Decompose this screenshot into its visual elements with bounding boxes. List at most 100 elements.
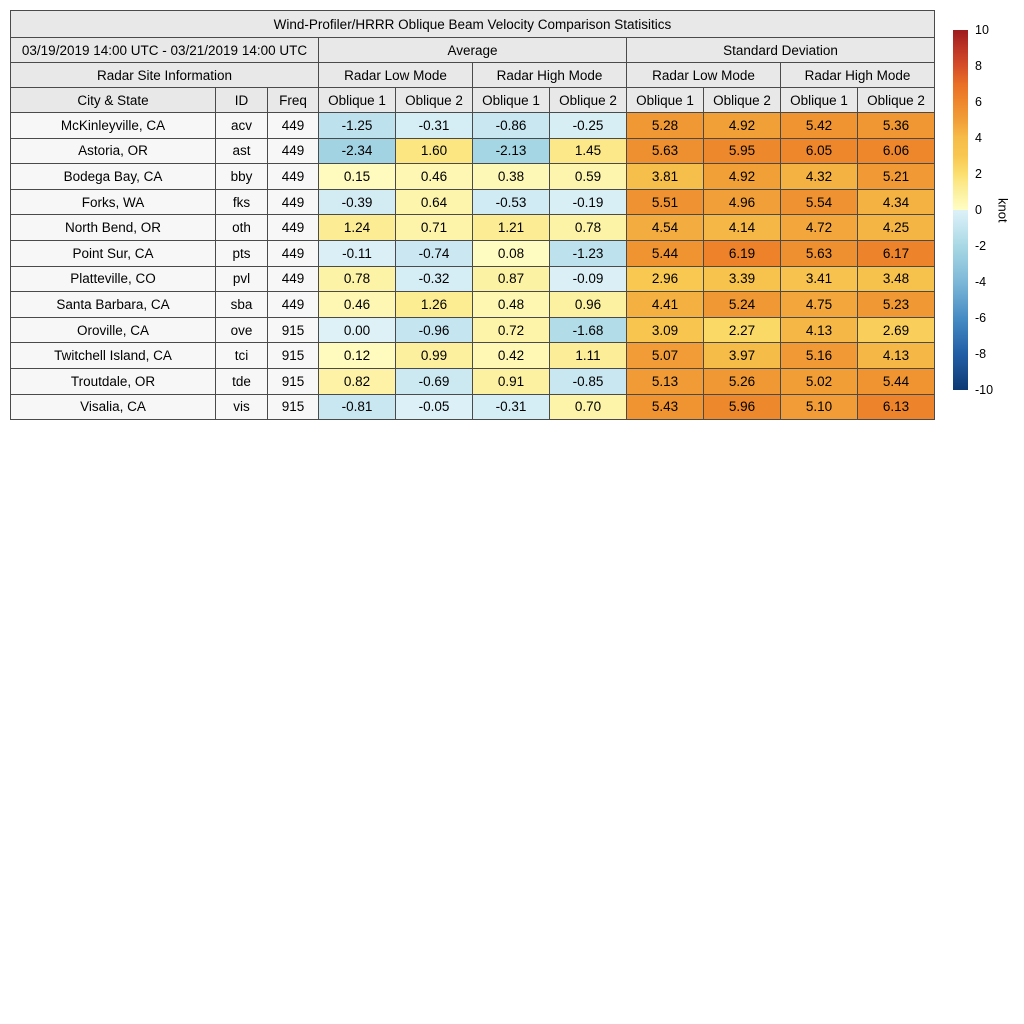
colorbar-tick-label: -8 — [975, 347, 987, 361]
cell-value: 3.09 — [626, 316, 704, 344]
cell-value: 1.11 — [549, 342, 627, 369]
cell-value: 1.21 — [472, 214, 550, 241]
cell-value: 0.82 — [318, 367, 396, 395]
cell-value: 4.96 — [703, 188, 781, 216]
cell-value: 0.87 — [472, 265, 550, 293]
group-stddev: Standard Deviation — [626, 37, 935, 63]
cell-city: Forks, WA — [10, 188, 216, 216]
cell-value: 0.78 — [549, 214, 627, 241]
cell-value: 4.54 — [626, 214, 704, 241]
colorbar-tick-label: 6 — [975, 95, 982, 109]
cell-value: -0.05 — [395, 393, 473, 421]
colorbar-unit-label: knot — [995, 197, 1011, 223]
col-city: City & State — [10, 87, 216, 113]
cell-value: 5.63 — [780, 239, 858, 267]
cell-city: Platteville, CO — [10, 265, 216, 293]
cell-city: Visalia, CA — [10, 393, 216, 421]
cell-id: pvl — [215, 265, 268, 293]
cell-freq: 449 — [267, 265, 319, 293]
cell-value: 5.63 — [626, 137, 704, 165]
cell-value: 5.44 — [857, 367, 935, 395]
mode-std-low: Radar Low Mode — [626, 62, 781, 88]
table-title: Wind-Profiler/HRRR Oblique Beam Velocity… — [10, 10, 935, 38]
cell-city: Astoria, OR — [10, 137, 216, 165]
radar-site-info: Radar Site Information — [10, 62, 319, 88]
cell-id: tde — [215, 367, 268, 395]
table-row: Bodega Bay, CA bby 449 0.15 0.46 0.38 0.59 3.81… — [10, 163, 935, 190]
cell-value: 4.34 — [857, 188, 935, 216]
cell-freq: 915 — [267, 367, 319, 395]
cell-value: 0.96 — [549, 291, 627, 318]
cell-value: 1.60 — [395, 137, 473, 165]
cell-value: 0.99 — [395, 342, 473, 369]
table-row: Astoria, OR ast 449 -2.34 1.60 -2.13 1.45 5.63 5… — [10, 137, 935, 165]
cell-freq: 449 — [267, 291, 319, 318]
cell-value: -0.31 — [472, 393, 550, 421]
cell-value: 4.92 — [703, 163, 781, 190]
cell-value: -0.53 — [472, 188, 550, 216]
cell-city: Oroville, CA — [10, 316, 216, 344]
cell-value: 5.28 — [626, 112, 704, 139]
table-row: Point Sur, CA pts 449 -0.11 -0.74 0.08 -1.23 5.… — [10, 239, 935, 267]
cell-value: 3.48 — [857, 265, 935, 293]
cell-value: -0.85 — [549, 367, 627, 395]
colorbar-tick-label: -10 — [975, 383, 994, 397]
cell-city: Twitchell Island, CA — [10, 342, 216, 369]
cell-value: 0.64 — [395, 188, 473, 216]
cell-id: ast — [215, 137, 268, 165]
table-row: Santa Barbara, CA sba 449 0.46 1.26 0.48 0.96 4… — [10, 291, 935, 318]
cell-value: 0.59 — [549, 163, 627, 190]
cell-value: 3.81 — [626, 163, 704, 190]
cell-value: 6.06 — [857, 137, 935, 165]
date-range: 03/19/2019 14:00 UTC - 03/21/2019 14:00 … — [10, 37, 319, 63]
cell-value: 5.43 — [626, 393, 704, 421]
col-oblique: Oblique 1 — [780, 87, 858, 113]
cell-value: -0.09 — [549, 265, 627, 293]
cell-freq: 915 — [267, 342, 319, 369]
cell-value: 0.15 — [318, 163, 396, 190]
cell-freq: 449 — [267, 239, 319, 267]
cell-value: 1.45 — [549, 137, 627, 165]
colorbar-tick-label: 2 — [975, 167, 982, 181]
cell-id: sba — [215, 291, 268, 318]
cell-value: 0.38 — [472, 163, 550, 190]
cell-value: 2.27 — [703, 316, 781, 344]
cell-value: 5.26 — [703, 367, 781, 395]
cell-freq: 449 — [267, 112, 319, 139]
cell-value: 5.51 — [626, 188, 704, 216]
cell-value: 5.42 — [780, 112, 858, 139]
cell-value: -1.23 — [549, 239, 627, 267]
cell-value: -0.96 — [395, 316, 473, 344]
cell-value: 0.91 — [472, 367, 550, 395]
cell-value: 4.32 — [780, 163, 858, 190]
colorbar-tick-label: -2 — [975, 239, 987, 253]
cell-value: 4.41 — [626, 291, 704, 318]
cell-city: Troutdale, OR — [10, 367, 216, 395]
cell-value: 0.48 — [472, 291, 550, 318]
table-row: Platteville, CO pvl 449 0.78 -0.32 0.87 -0.09 2… — [10, 265, 935, 293]
cell-id: vis — [215, 393, 268, 421]
col-oblique: Oblique 2 — [703, 87, 781, 113]
group-average: Average — [318, 37, 627, 63]
table-row: Twitchell Island, CA tci 915 0.12 0.99 0.42 1.… — [10, 342, 935, 369]
table-row: Troutdale, OR tde 915 0.82 -0.69 0.91 -0.85 5.1… — [10, 367, 935, 395]
cell-value: 5.24 — [703, 291, 781, 318]
cell-value: 4.13 — [780, 316, 858, 344]
cell-value: -0.11 — [318, 239, 396, 267]
cell-value: 2.69 — [857, 316, 935, 344]
cell-value: 0.78 — [318, 265, 396, 293]
cell-value: 5.23 — [857, 291, 935, 318]
cell-city: McKinleyville, CA — [10, 112, 216, 139]
cell-id: oth — [215, 214, 268, 241]
cell-value: 5.13 — [626, 367, 704, 395]
cell-freq: 449 — [267, 163, 319, 190]
table-row: Oroville, CA ove 915 0.00 -0.96 0.72 -1.68 3.09… — [10, 316, 935, 344]
cell-value: -0.39 — [318, 188, 396, 216]
cell-value: 5.96 — [703, 393, 781, 421]
cell-value: -0.19 — [549, 188, 627, 216]
table-row: McKinleyville, CA acv 449 -1.25 -0.31 -0.86 -0… — [10, 112, 935, 139]
cell-value: 5.10 — [780, 393, 858, 421]
cell-value: 0.46 — [318, 291, 396, 318]
cell-freq: 915 — [267, 393, 319, 421]
